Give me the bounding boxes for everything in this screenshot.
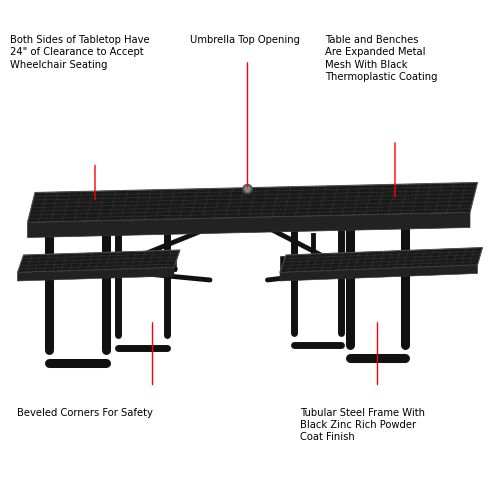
Polygon shape xyxy=(28,212,470,238)
Polygon shape xyxy=(18,268,174,281)
Polygon shape xyxy=(28,182,477,222)
Text: Beveled Corners For Safety: Beveled Corners For Safety xyxy=(17,408,153,418)
Polygon shape xyxy=(280,265,477,281)
Polygon shape xyxy=(280,248,482,272)
Text: Both Sides of Tabletop Have
24" of Clearance to Accept
Wheelchair Seating: Both Sides of Tabletop Have 24" of Clear… xyxy=(10,35,149,70)
Polygon shape xyxy=(18,250,180,272)
Text: Table and Benches
Are Expanded Metal
Mesh With Black
Thermoplastic Coating: Table and Benches Are Expanded Metal Mes… xyxy=(325,35,438,82)
Text: Umbrella Top Opening: Umbrella Top Opening xyxy=(190,35,300,45)
Text: Tubular Steel Frame With
Black Zinc Rich Powder
Coat Finish: Tubular Steel Frame With Black Zinc Rich… xyxy=(300,408,425,442)
Circle shape xyxy=(243,184,252,194)
Circle shape xyxy=(245,186,250,192)
